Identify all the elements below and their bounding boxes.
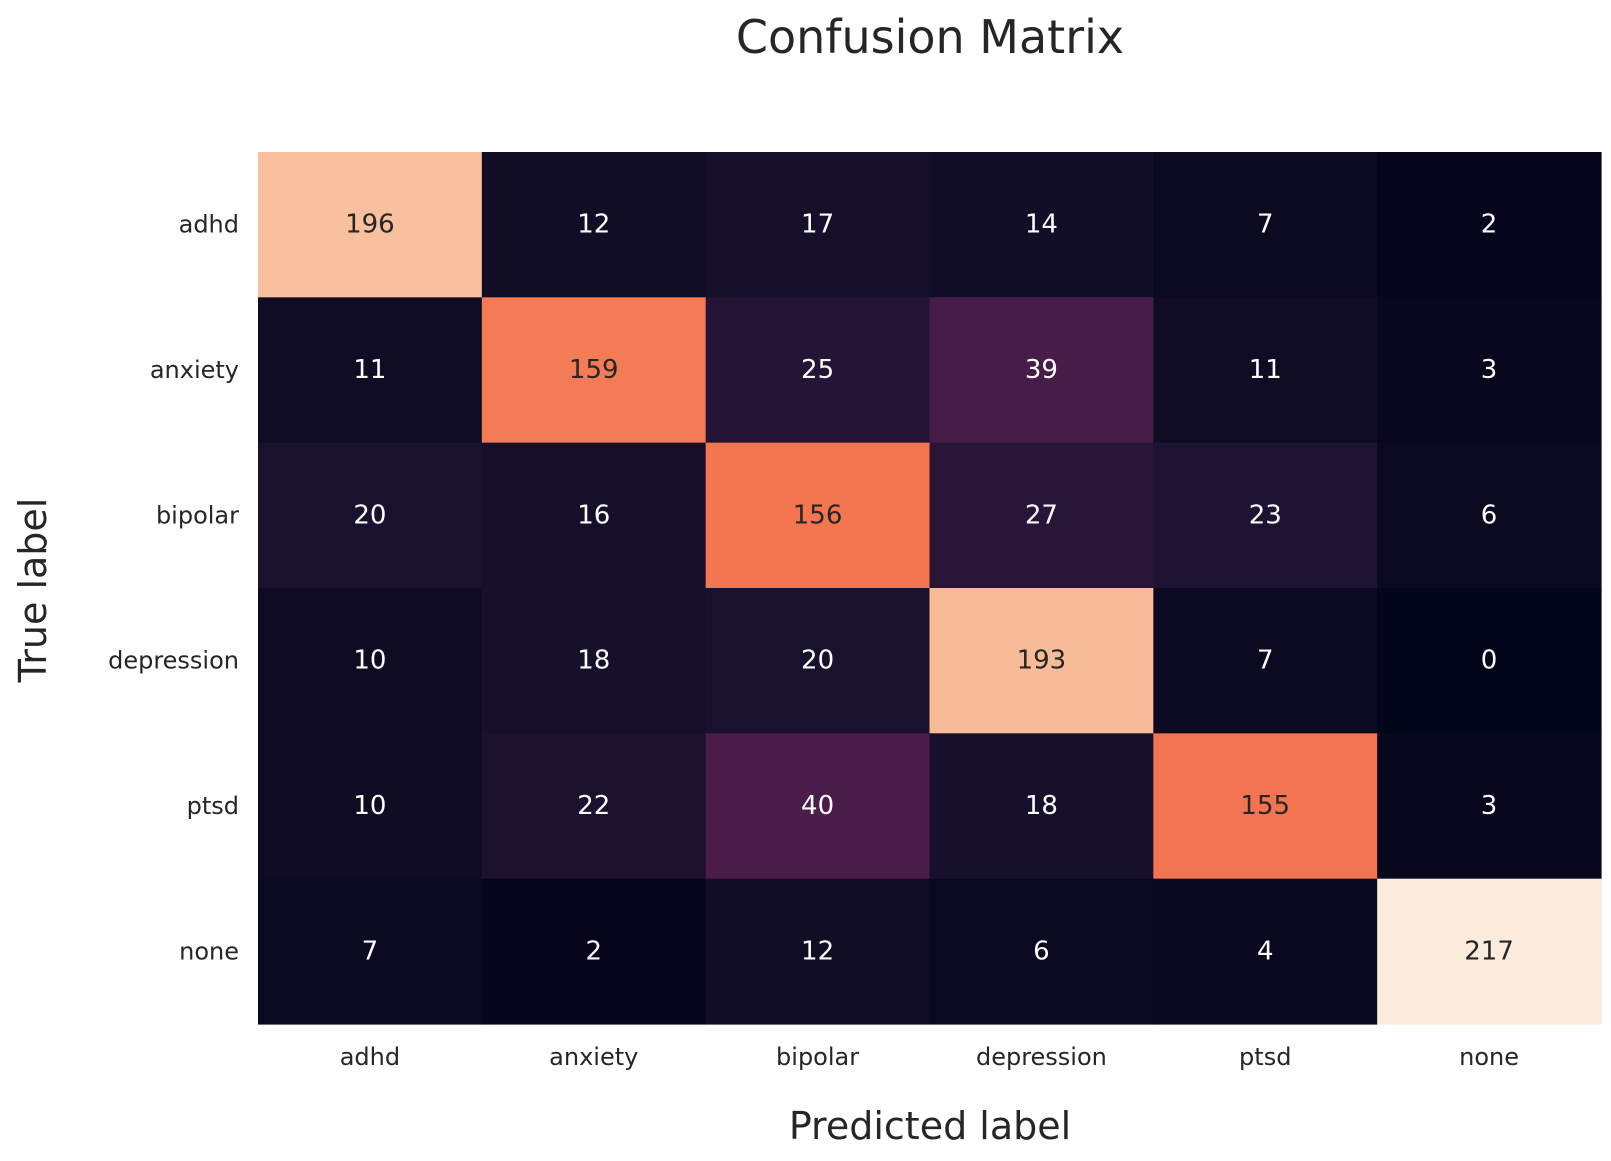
cell-value-depression-depression: 193 [1017, 646, 1067, 676]
heatmap-cell-depression-anxiety [481, 588, 707, 734]
heatmap-cell-anxiety-adhd [258, 297, 483, 444]
heatmap-cell-none-ptsd [1153, 878, 1378, 1025]
heatmap-cell-depression-depression [929, 588, 1154, 734]
heatmap-cell-adhd-none [1377, 152, 1602, 298]
y-tick-label-ptsd: ptsd [187, 792, 239, 820]
heatmap-cell-depression-ptsd [1153, 588, 1378, 734]
cell-value-ptsd-none: 3 [1481, 791, 1498, 821]
y-tick-label-bipolar: bipolar [156, 501, 239, 529]
cell-value-anxiety-depression: 39 [1025, 355, 1058, 385]
x-axis-title: Predicted label [789, 1104, 1071, 1148]
y-axis-title: True label [11, 498, 55, 684]
x-tick-label-none: none [1459, 1043, 1519, 1071]
cell-value-adhd-ptsd: 7 [1257, 210, 1274, 240]
heatmap-cell-ptsd-none [1377, 733, 1602, 880]
cell-value-bipolar-adhd: 20 [353, 500, 386, 530]
cell-value-bipolar-ptsd: 23 [1249, 500, 1282, 530]
cell-value-ptsd-depression: 18 [1025, 791, 1058, 821]
cell-value-anxiety-ptsd: 11 [1249, 355, 1282, 385]
heatmap-cell-anxiety-ptsd [1153, 297, 1378, 444]
y-tick-label-anxiety: anxiety [150, 356, 239, 384]
heatmap-cell-ptsd-adhd [258, 733, 483, 880]
heatmap-cell-none-adhd [258, 878, 483, 1025]
x-tick-label-depression: depression [976, 1043, 1107, 1071]
heatmap-cell-anxiety-none [1377, 297, 1602, 444]
cell-value-bipolar-bipolar: 156 [793, 500, 843, 530]
x-tick-label-anxiety: anxiety [549, 1043, 638, 1071]
heatmap-cell-anxiety-depression [929, 297, 1154, 444]
x-tick-label-bipolar: bipolar [776, 1043, 859, 1071]
cell-value-none-adhd: 7 [362, 936, 379, 966]
heatmap-cell-depression-bipolar [705, 588, 931, 734]
heatmap-cell-bipolar-bipolar [705, 442, 931, 589]
cell-value-ptsd-ptsd: 155 [1240, 791, 1290, 821]
heatmap-cell-ptsd-bipolar [705, 733, 931, 880]
cell-value-depression-anxiety: 18 [577, 646, 610, 676]
cell-value-none-ptsd: 4 [1257, 936, 1274, 966]
heatmap-cell-adhd-bipolar [705, 152, 931, 298]
cell-value-bipolar-anxiety: 16 [577, 500, 610, 530]
cell-value-bipolar-depression: 27 [1025, 500, 1058, 530]
y-tick-label-depression: depression [108, 647, 239, 675]
cell-value-depression-none: 0 [1481, 646, 1498, 676]
cell-value-depression-ptsd: 7 [1257, 646, 1274, 676]
cell-value-ptsd-anxiety: 22 [577, 791, 610, 821]
cell-value-anxiety-bipolar: 25 [801, 355, 834, 385]
cell-value-anxiety-adhd: 11 [353, 355, 386, 385]
heatmap-cell-none-bipolar [705, 878, 931, 1025]
cell-value-adhd-depression: 14 [1025, 210, 1058, 240]
y-axis-tick-labels: adhd anxiety bipolar depression ptsd none [108, 211, 239, 966]
cell-value-bipolar-none: 6 [1481, 500, 1498, 530]
heatmap-cell-adhd-ptsd [1153, 152, 1378, 298]
cell-value-none-bipolar: 12 [801, 936, 834, 966]
heatmap-cell-bipolar-adhd [258, 442, 483, 589]
cell-value-ptsd-bipolar: 40 [801, 791, 834, 821]
heatmap-cell-adhd-depression [929, 152, 1154, 298]
cell-value-adhd-adhd: 196 [345, 210, 395, 240]
heatmap-cell-labels: 196 12 17 14 7 211 159 25 39 11 320 16 156 27 23 610 18 2… [345, 210, 1514, 967]
cell-value-anxiety-anxiety: 159 [569, 355, 619, 385]
y-tick-label-adhd: adhd [179, 211, 239, 239]
heatmap-cell-bipolar-depression [929, 442, 1154, 589]
heatmap-cell-adhd-adhd [258, 152, 483, 298]
heatmap-cell-none-none [1377, 878, 1602, 1025]
heatmap-cell-bipolar-none [1377, 442, 1602, 589]
heatmap-cell-none-anxiety [481, 878, 707, 1025]
heatmap-cell-depression-none [1377, 588, 1602, 734]
heatmap-cell-ptsd-anxiety [481, 733, 707, 880]
cell-value-depression-adhd: 10 [353, 646, 386, 676]
heatmap-cell-adhd-anxiety [481, 152, 707, 298]
cell-value-none-none: 217 [1464, 936, 1514, 966]
cell-value-adhd-none: 2 [1481, 210, 1498, 240]
chart-title: Confusion Matrix [736, 10, 1124, 64]
cell-value-anxiety-none: 3 [1481, 355, 1498, 385]
cell-value-none-depression: 6 [1033, 936, 1050, 966]
heatmap-cells [258, 152, 1602, 1025]
y-tick-label-none: none [179, 937, 239, 965]
cell-value-depression-bipolar: 20 [801, 646, 834, 676]
cell-value-none-anxiety: 2 [585, 936, 602, 966]
x-tick-label-ptsd: ptsd [1239, 1043, 1291, 1071]
heatmap-cell-ptsd-ptsd [1153, 733, 1378, 880]
cell-value-ptsd-adhd: 10 [353, 791, 386, 821]
heatmap-cell-ptsd-depression [929, 733, 1154, 880]
heatmap-cell-bipolar-ptsd [1153, 442, 1378, 589]
cell-value-adhd-bipolar: 17 [801, 210, 834, 240]
heatmap-cell-anxiety-anxiety [481, 297, 707, 444]
heatmap-cell-anxiety-bipolar [705, 297, 931, 444]
heatmap-cell-depression-adhd [258, 588, 483, 734]
cell-value-adhd-anxiety: 12 [577, 210, 610, 240]
heatmap-cell-none-depression [929, 878, 1154, 1025]
x-tick-label-adhd: adhd [340, 1043, 400, 1071]
x-axis-tick-labels: adhd anxiety bipolar depression ptsd none [340, 1043, 1519, 1071]
heatmap-cell-bipolar-anxiety [481, 442, 707, 589]
